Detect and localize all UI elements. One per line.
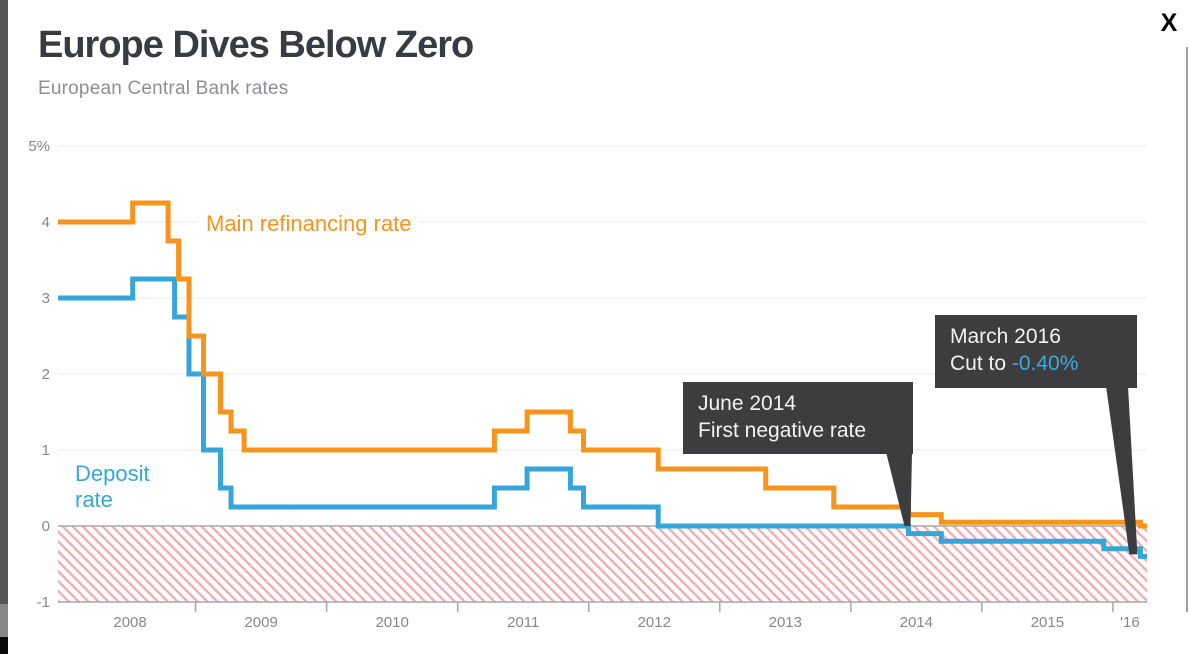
x-tick-label: 2008 [113,614,146,631]
annotation-june-2014: June 2014 First negative rate [683,382,913,454]
close-button[interactable]: X [1152,6,1186,40]
x-tick-label: 2012 [638,614,671,631]
x-tick-label: 2009 [244,614,277,631]
page-title: Europe Dives Below Zero [38,24,474,66]
annotation-march-2016: March 2016 Cut to -0.40% [935,315,1137,388]
annotation-march-2016-title: March 2016 [950,325,1061,348]
annotation-june-2014-title: June 2014 [698,392,797,415]
x-tick-label: 2014 [900,614,933,631]
y-tick-label: 5% [28,138,50,155]
chart-subtitle: European Central Bank rates [38,78,289,99]
x-tick-label: 2010 [375,614,408,631]
annotation-june-2014-pointer [886,452,912,526]
x-tick-label: 2011 [507,614,539,631]
y-tick-label: 3 [42,290,50,307]
annotation-march-2016-pointer [1106,386,1138,555]
negative-zone-hatch [58,526,1147,602]
y-tick-label: 1 [42,442,50,459]
deposit-label-line1: Deposit [75,461,150,486]
x-tick-label: '16 [1120,614,1140,631]
left-edge-strip [0,0,8,654]
annotation-march-2016-text: Cut to -0.40% [950,352,1079,375]
series-line-main-refinancing-rate [58,200,1147,529]
y-tick-label: -1 [37,594,50,611]
y-tick-label: 4 [42,214,50,231]
right-edge-border [1186,47,1188,612]
series-label-deposit-rate: Deposit rate [75,461,150,513]
annotation-june-2014-text: First negative rate [698,419,867,442]
deposit-label-line2: rate [75,487,113,512]
y-tick-label: 0 [42,518,50,535]
series-label-main-refinancing-rate: Main refinancing rate [198,210,420,238]
annotation-march-2016-value: -0.40% [1011,352,1079,375]
x-tick-label: 2015 [1031,614,1064,631]
x-tick-label: 2013 [769,614,802,631]
y-tick-label: 2 [42,366,50,383]
